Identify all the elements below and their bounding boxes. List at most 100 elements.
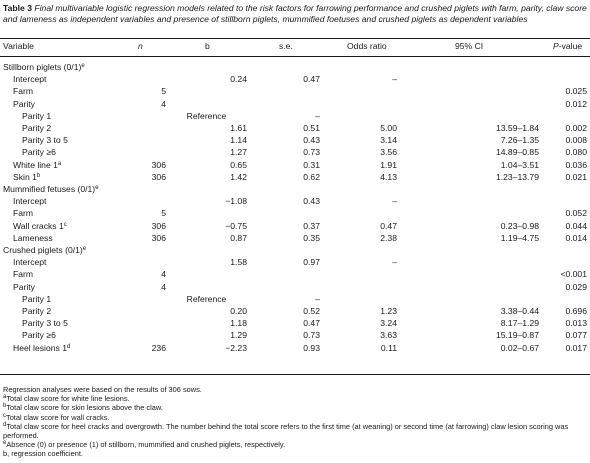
variable-label: Parity 1 [22,293,52,304]
b-cell: Reference [186,293,227,304]
footnote: eAbsence (0) or presence (1) of stillbor… [3,440,588,449]
variable-cell: Wall cracks 1c [0,220,142,232]
or-cell [320,281,397,293]
or-cell: 4.13 [380,171,397,182]
footnote: dTotal claw score for heel cracks and ov… [3,422,588,440]
variable-label: Parity 3 to 5 [22,135,68,146]
or-cell: – [392,257,397,268]
ci-cell [397,293,539,305]
n-cell: 306 [151,159,166,170]
variable-cell: Parity 3 to 5 [0,134,142,146]
ci-cell [397,98,539,110]
variable-label: Parity 1 [22,110,52,121]
footnote-letter: a [3,394,7,401]
table-row: Intercept 1.58 0.97 – [0,256,590,268]
b-cell: 1.61 [230,123,247,134]
variable-cell: White line 1a [0,159,142,171]
footnote-marker: c [63,221,67,228]
variable-cell: Heel lesions 1d [0,342,142,354]
variable-cell: Parity 2 [0,305,142,317]
n-cell: 306 [151,220,166,231]
n-cell: 306 [151,232,166,243]
footnote: aTotal claw score for white line lesions… [3,394,588,403]
se-cell: – [315,110,320,121]
footnote-text: Regression analyses were based on the re… [3,385,202,394]
p-cell: 0.008 [565,135,587,146]
se-cell: 0.43 [303,196,320,207]
b-cell: 1.14 [230,135,247,146]
ci-cell: 1.23–13.79 [495,171,539,182]
p-cell [539,256,590,268]
table-row: Lameness 306 0.87 0.35 2.38 1.19–4.75 0.014 [0,232,590,244]
variable-label: Stillborn piglets (0/1) [3,62,82,72]
variable-label: Parity 2 [22,306,52,317]
table-row: Parity 4 0.029 [0,281,590,293]
se-cell: 0.73 [303,147,320,158]
ci-cell: 1.04–3.51 [500,159,539,170]
se-cell: 0.52 [303,306,320,317]
b-cell: −1.08 [225,196,247,207]
n-cell [142,122,166,134]
footnote-text: Total claw score for skin lesions above … [6,403,163,413]
footnote-letter: e [3,440,7,447]
ci-cell [397,73,539,85]
n-cell: 5 [161,86,166,97]
group-filler [142,61,590,73]
p-cell: 0.014 [565,232,587,243]
or-cell: – [392,196,397,207]
table-row: Farm 4 <0.001 [0,268,590,280]
ci-cell: 7.26–1.35 [500,135,539,146]
variable-cell: Intercept [0,73,142,85]
footnote: Regression analyses were based on the re… [3,385,588,394]
b-cell: 1.58 [230,257,247,268]
table-row: Skin 1b 306 1.42 0.62 4.13 1.23–13.79 0.021 [0,171,590,183]
or-cell [320,110,397,122]
table-row: Parity 3 to 5 1.14 0.43 3.14 7.26–1.35 0.008 [0,134,590,146]
n-cell [142,305,166,317]
ci-cell [397,85,539,97]
p-cell [539,73,590,85]
table-row: Parity ≥6 1.27 0.73 3.56 14.89–0.85 0.080 [0,146,590,158]
variable-cell: Crushed piglets (0/1)e [0,244,142,256]
variable-cell: Intercept [0,256,142,268]
footnote: cTotal claw score for wall cracks. [3,413,588,422]
group-filler [142,183,590,195]
variable-label: White line 1 [13,159,58,170]
p-cell [539,293,590,305]
variable-label: Skin 1 [13,171,37,182]
footnote-marker: e [95,185,99,192]
variable-label: Heel lesions 1 [13,342,67,353]
b-cell [166,268,247,280]
variable-cell: Farm [0,268,142,280]
p-cell: 0.036 [565,159,587,170]
b-cell: 1.27 [230,147,247,158]
p-cell: 0.044 [565,220,587,231]
b-cell [166,207,247,219]
ci-cell [397,195,539,207]
or-cell: 3.56 [380,147,397,158]
footnote-marker: a [57,160,62,167]
variable-cell: Parity 1 [0,110,142,122]
header-variable: Variable [3,41,34,51]
se-cell: 0.43 [303,135,320,146]
se-cell [247,207,320,219]
or-cell [320,98,397,110]
b-cell: 0.87 [230,232,247,243]
footnote-letter: d [3,421,7,428]
variable-cell: Skin 1b [0,171,142,183]
or-cell: 3.14 [380,135,397,146]
variable-label: Mummified fetuses (0/1) [3,184,96,195]
table-row: Farm 5 0.025 [0,85,590,97]
header-p-value: P-value [553,41,583,51]
table-row: Parity ≥6 1.29 0.73 3.63 15.19–0.87 0.077 [0,329,590,341]
footnote-letter: b [3,403,7,410]
p-cell: 0.025 [565,86,587,97]
or-cell: 3.24 [380,318,397,329]
variable-label: Lameness [13,232,53,243]
footnote-text: b, regression coefficient. [3,449,83,459]
n-cell: 5 [161,208,166,219]
ci-cell: 15.19–0.87 [495,330,539,341]
table-row: Parity 3 to 5 1.18 0.47 3.24 8.17–1.29 0.013 [0,317,590,329]
or-cell [320,293,397,305]
se-cell [247,268,320,280]
